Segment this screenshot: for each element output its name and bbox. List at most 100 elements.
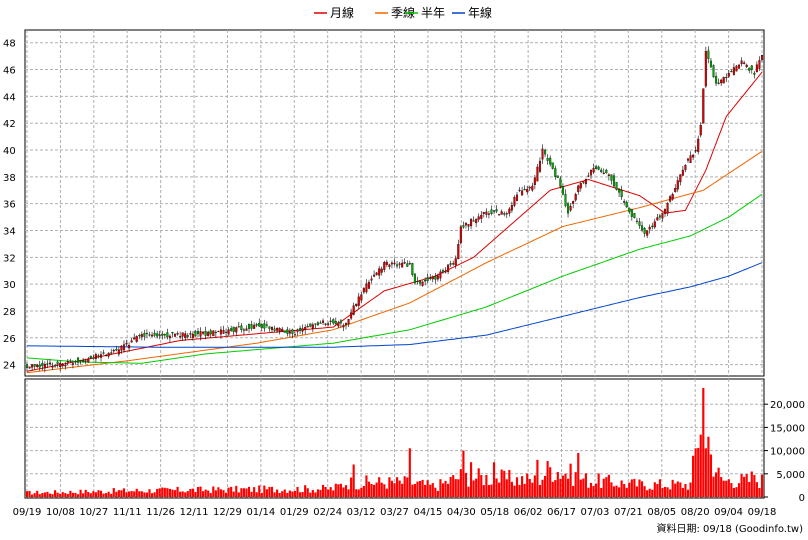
volume-bar [674,483,677,497]
candle-body [122,344,126,351]
volume-bar [602,478,605,497]
volume-bar [138,491,141,497]
volume-bar [209,493,212,497]
volume-bar [543,475,547,497]
candle-body [151,334,154,337]
candle-body [232,326,235,332]
candle-body [299,328,302,331]
candle-body [110,352,113,354]
candle-body [523,189,526,191]
volume-bar [556,472,559,497]
volume-bar [475,478,478,497]
candle-body [87,358,90,363]
x-tick-label-22: 09/18 [748,507,777,518]
candle-body [439,271,442,279]
candle-body [219,329,222,335]
volume-bar [128,491,131,497]
candle-body [470,219,473,227]
candle-body [513,197,516,206]
candle-body [107,352,110,357]
volume-bar [597,473,600,497]
candle-body [396,264,399,267]
volume-bar [737,483,741,497]
volume-bar [196,487,200,497]
candle-body [209,330,212,335]
volume-bar [176,486,179,497]
candle-body [495,209,498,212]
volume-bar [143,492,146,497]
candle-body [651,225,654,228]
volume-bar [406,477,409,497]
volume-bar [490,484,493,497]
volume-bar [661,487,664,497]
candle-body [99,354,103,358]
volume-bar [615,485,618,497]
candle-body [515,194,519,201]
candle-body [168,335,171,339]
volume-bar [212,486,215,497]
volume-bar [367,481,371,497]
candle-body [390,262,393,265]
candle-body [360,294,363,301]
volume-bar [722,480,725,497]
volume-bar [694,448,697,497]
volume-bar [472,480,475,497]
candle-body [589,169,593,176]
candle-body [679,174,682,183]
volume-bar [730,483,733,497]
x-tick-label-2: 10/27 [79,507,108,518]
volume-bar [385,488,388,497]
volume-bar [699,434,702,497]
x-tick-label-7: 01/14 [246,507,275,518]
candle-body [587,175,590,177]
x-tick-label-20: 08/20 [681,507,710,518]
candle-body [128,345,131,349]
volume-bar [743,476,746,497]
volume-bar [105,493,108,497]
candle-body [59,363,62,368]
volume-bar [273,492,276,497]
candle-body [181,332,184,337]
volume-bar [521,476,524,497]
candle-body [426,277,429,281]
volume-bar [436,490,439,497]
volume-bar [587,487,590,497]
volume-bar [605,477,608,497]
candle-body [235,327,238,333]
volume-bar [314,492,317,497]
candle-body [607,174,610,177]
volume-bar [89,493,92,497]
candle-body [605,169,608,174]
candle-body [725,76,728,79]
candle-body [191,333,194,338]
volume-bar [523,483,526,497]
candle-body [332,319,335,324]
candle-body [301,328,304,332]
candle-body [393,262,396,265]
volume-bar [712,476,715,497]
volume-bar [352,464,355,497]
candle-body [401,262,404,268]
volume-bar [426,480,429,497]
ma-quarter-line [26,150,763,374]
volume-bar [482,485,485,497]
volume-tick-label-2: 10,000 [770,447,805,458]
volume-bar [120,490,123,497]
volume-bar [651,489,654,497]
x-tick-label-6: 12/29 [213,507,242,518]
volume-bar [459,469,462,497]
volume-bar [692,455,695,497]
candle-body [722,77,725,84]
candle-body [36,364,39,368]
candle-body [694,150,697,152]
candle-body [561,186,564,195]
volume-bar [237,492,240,497]
volume-bar [360,487,363,497]
price-tick-label-8: 40 [3,146,16,157]
candle-body [77,357,80,363]
volume-bar [278,493,281,497]
candle-body [342,325,345,328]
volume-bar [97,490,100,497]
candle-body [480,214,483,219]
candle-body [597,166,600,170]
